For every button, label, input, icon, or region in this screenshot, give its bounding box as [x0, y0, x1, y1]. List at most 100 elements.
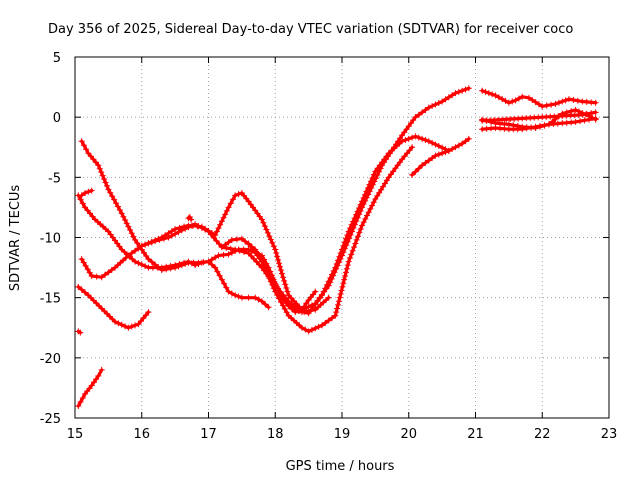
data-point	[341, 239, 348, 246]
data-point	[87, 153, 94, 160]
data-point	[592, 115, 599, 122]
data-point	[402, 137, 409, 144]
data-point	[303, 300, 310, 307]
data-point	[351, 244, 358, 251]
data-point	[82, 289, 89, 296]
data-point	[252, 207, 259, 214]
data-point	[77, 196, 84, 203]
data-point	[307, 307, 314, 314]
data-point	[412, 114, 419, 121]
data-point	[523, 125, 530, 132]
data-point	[399, 132, 406, 139]
data-point	[341, 276, 348, 283]
data-point	[404, 150, 411, 157]
data-point	[577, 118, 584, 125]
data-point	[327, 274, 334, 281]
data-point	[123, 220, 130, 227]
data-point	[105, 269, 112, 276]
data-point	[142, 263, 149, 270]
data-point	[252, 249, 259, 256]
data-point	[279, 302, 286, 309]
data-point	[407, 120, 414, 127]
data-point	[385, 174, 392, 181]
series-track-j	[218, 133, 452, 317]
data-point	[145, 256, 152, 263]
data-point	[333, 260, 340, 267]
data-point	[352, 240, 359, 247]
data-point	[579, 111, 586, 118]
data-point	[90, 297, 97, 304]
data-point	[116, 206, 123, 213]
data-point	[489, 91, 496, 98]
data-point	[296, 307, 303, 314]
data-point	[290, 298, 297, 305]
data-point	[122, 323, 129, 330]
data-point	[228, 290, 235, 297]
data-point	[455, 142, 462, 149]
data-point	[539, 103, 546, 110]
data-point	[412, 168, 419, 175]
data-point	[165, 230, 172, 237]
data-point	[502, 97, 509, 104]
data-point	[88, 294, 95, 301]
data-point	[492, 92, 499, 99]
data-point	[235, 191, 242, 198]
data-point	[280, 274, 287, 281]
data-point	[364, 212, 371, 219]
series-track-h	[75, 366, 105, 409]
x-tick-label: 15	[67, 427, 84, 442]
data-point	[254, 210, 261, 217]
data-point	[354, 208, 361, 215]
data-point	[367, 178, 374, 185]
series-track-b	[75, 192, 272, 311]
data-point	[315, 323, 322, 330]
data-point	[429, 103, 436, 110]
data-point	[125, 324, 132, 331]
data-point	[369, 175, 376, 182]
y-tick-labels: 5 0 -5 -10 -15 -20 -25	[40, 51, 61, 427]
data-point	[135, 245, 142, 252]
data-point	[112, 318, 119, 325]
series-track-d	[75, 283, 152, 331]
data-point	[345, 258, 352, 265]
data-point	[198, 259, 205, 266]
data-point	[225, 204, 232, 211]
data-point	[334, 257, 341, 264]
data-point	[318, 292, 325, 299]
data-point	[588, 110, 595, 117]
data-point	[245, 250, 252, 257]
data-point	[108, 266, 115, 273]
data-point	[449, 92, 456, 99]
data-point	[399, 156, 406, 163]
data-point	[515, 95, 522, 102]
data-point	[261, 265, 268, 272]
data-point	[105, 228, 112, 235]
data-point	[155, 235, 162, 242]
data-point	[148, 238, 155, 245]
y-axis-label: SDTVAR / TECUs	[8, 185, 23, 292]
data-point	[84, 207, 91, 214]
data-point	[227, 200, 234, 207]
data-point	[103, 182, 110, 189]
data-point	[462, 86, 469, 93]
data-point	[88, 187, 95, 194]
data-point	[90, 379, 97, 386]
data-point	[238, 235, 245, 242]
data-point	[88, 273, 95, 280]
data-point	[337, 291, 344, 298]
data-point	[360, 219, 367, 226]
data-point	[277, 263, 284, 270]
data-point	[158, 264, 165, 271]
data-point	[140, 315, 147, 322]
data-point	[274, 292, 281, 299]
data-point	[353, 236, 360, 243]
data-point	[247, 201, 254, 208]
data-point	[401, 129, 408, 136]
data-point	[93, 376, 100, 383]
data-point	[370, 171, 377, 178]
data-point	[229, 196, 236, 203]
data-point	[220, 214, 227, 221]
series-group	[75, 85, 599, 409]
data-point	[344, 232, 351, 239]
x-tick-label: 18	[267, 427, 284, 442]
